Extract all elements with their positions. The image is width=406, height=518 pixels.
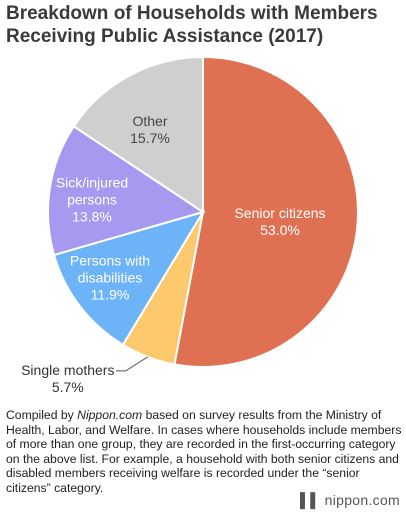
slice-label: Sick/injured persons 13.8% bbox=[47, 175, 137, 226]
pie-slice bbox=[173, 55, 359, 368]
pie-chart bbox=[47, 55, 359, 372]
logo: ▌▌ nippon.com bbox=[299, 492, 400, 508]
slice-label: Single mothers 5.7% bbox=[3, 362, 133, 396]
leader-line bbox=[115, 356, 149, 372]
category-label: Persons with disabilities bbox=[69, 252, 151, 286]
value-label: 53.0% bbox=[260, 222, 300, 238]
value-label: 5.7% bbox=[51, 378, 84, 395]
category-label: Single mothers bbox=[21, 361, 115, 378]
note-text: Nippon.com bbox=[77, 408, 143, 422]
value-label: 13.8% bbox=[72, 208, 112, 225]
slice-label: Other 15.7% bbox=[110, 113, 190, 147]
value-label: 11.9% bbox=[90, 286, 130, 303]
value-label: 15.7% bbox=[130, 130, 170, 146]
slice-label: Senior citizens 53.0% bbox=[220, 205, 340, 239]
note-text: based on survey results from the Ministr… bbox=[6, 408, 402, 495]
chart-title: Breakdown of Households with Members Rec… bbox=[6, 3, 378, 47]
category-label: Other bbox=[132, 113, 168, 129]
logo-text: nippon.com bbox=[324, 492, 400, 508]
pie-slice bbox=[72, 55, 204, 214]
note-text: Compiled by bbox=[6, 408, 78, 422]
category-label: Senior citizens bbox=[234, 205, 326, 221]
pie-slice bbox=[47, 124, 206, 257]
slice-label: Persons with disabilities 11.9% bbox=[55, 253, 165, 304]
note: Compiled by Nippon.com based on survey r… bbox=[6, 408, 404, 495]
category-label: Sick/injured persons bbox=[55, 174, 129, 208]
